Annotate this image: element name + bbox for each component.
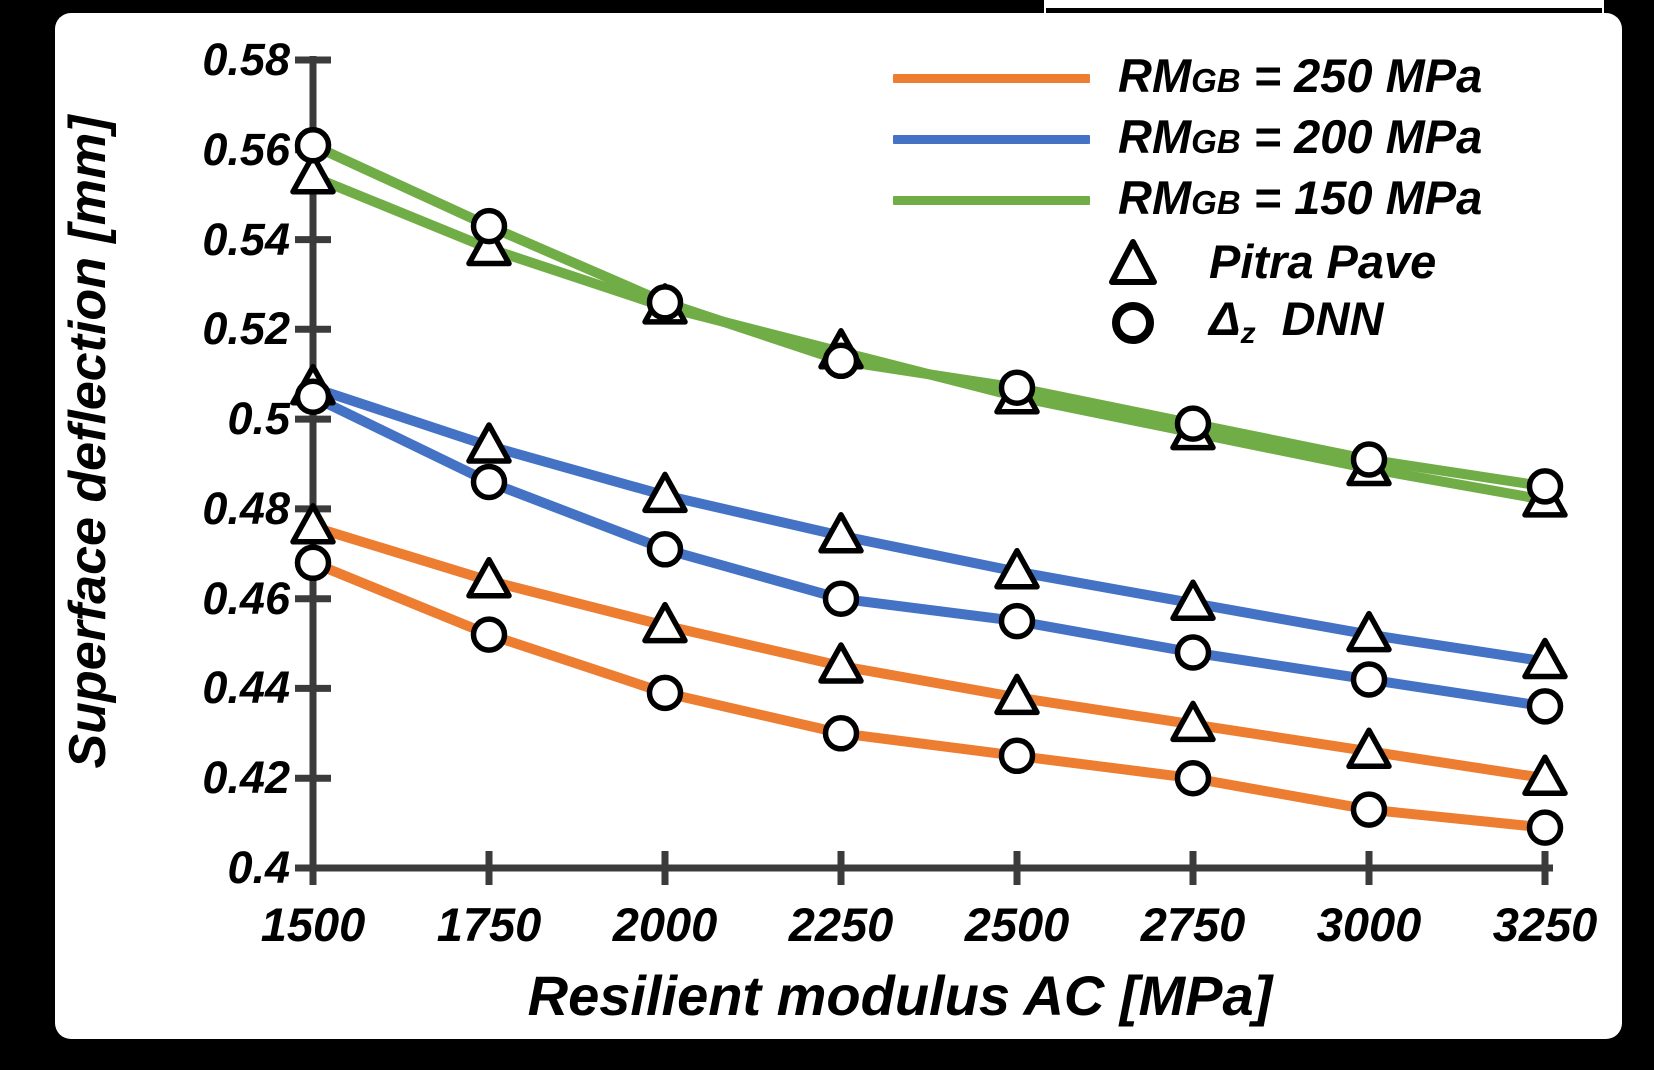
legend-row-pitra-pave: Pitra Pave [893,231,1482,292]
legend-row-dnn: Δz DNN [893,292,1482,353]
legend-label: RMGB = 250 MPa [1118,49,1483,102]
legend-line-swatch-blue [893,135,1090,144]
legend-row-rm150: RMGB = 150 MPa [893,170,1482,231]
legend-label: RMGB = 150 MPa [1118,171,1483,224]
legend-row-rm200: RMGB = 200 MPa [893,109,1482,170]
legend-row-rm250: RMGB = 250 MPa [893,48,1482,109]
legend-line-swatch-green [893,196,1090,205]
legend-label: Pitra Pave [1209,234,1437,288]
legend: RMGB = 250 MPa RMGB = 200 MPa RMGB = 150… [893,48,1482,353]
legend-line-swatch-orange [893,74,1090,83]
legend-border-top [1046,8,1602,13]
legend-label: Δz DNN [1209,292,1384,351]
legend-label: RMGB = 200 MPa [1118,110,1483,163]
triangle-marker-icon [1109,238,1157,286]
circle-marker-icon [1109,299,1157,347]
